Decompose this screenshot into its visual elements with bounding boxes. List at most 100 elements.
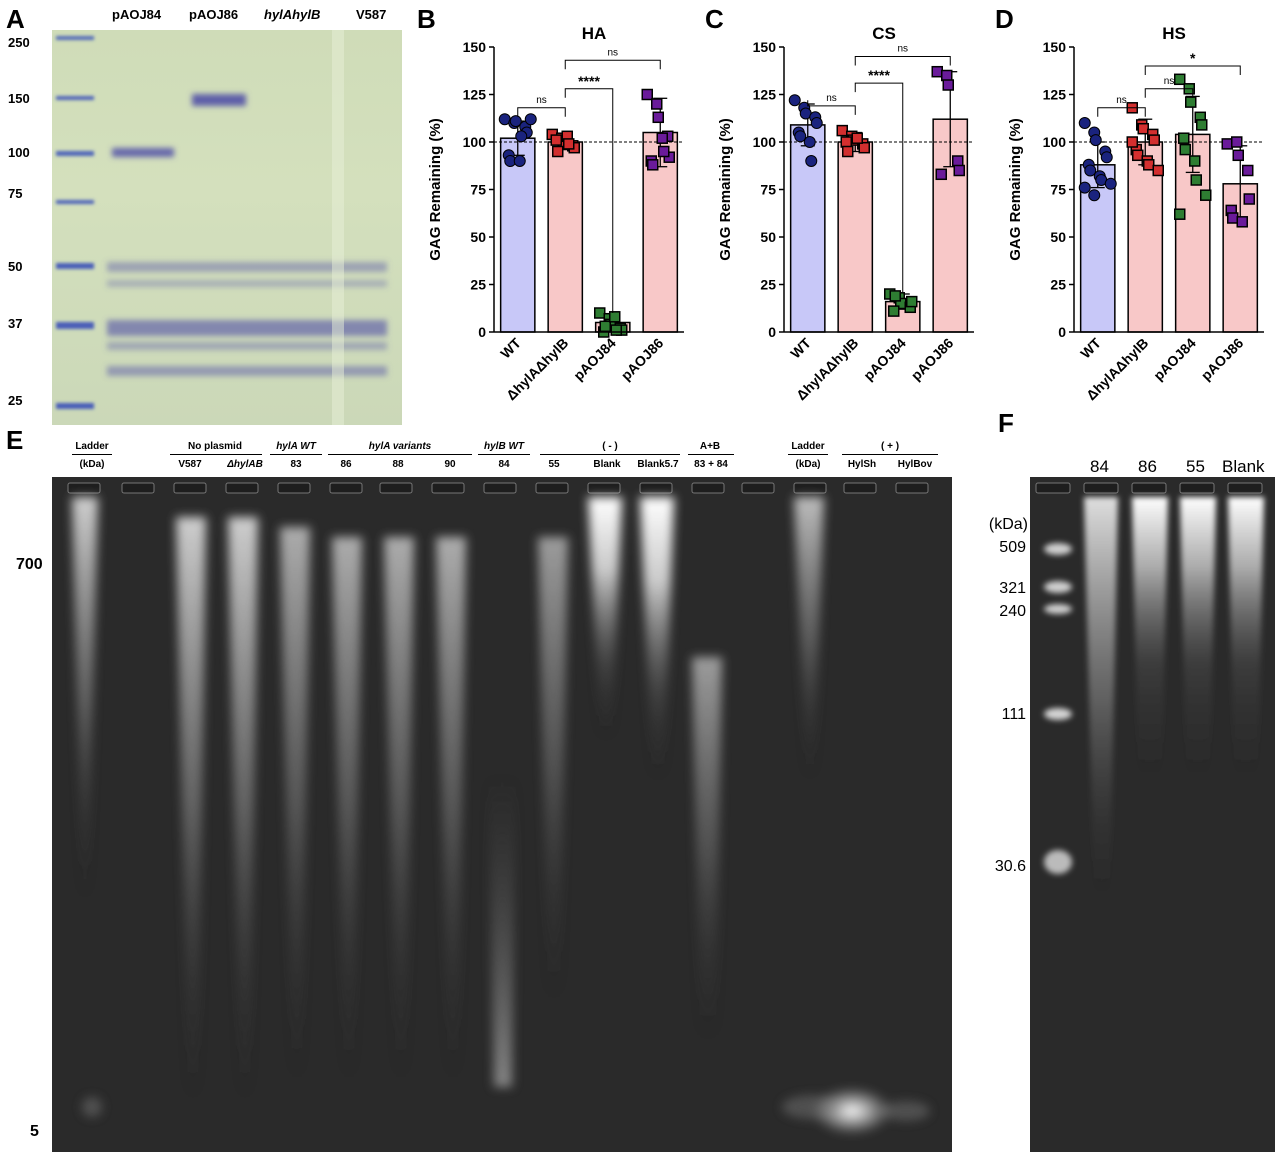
data-point xyxy=(810,117,823,129)
significance-bracket xyxy=(1097,107,1146,117)
data-point xyxy=(641,88,653,101)
gel-e-group-underline xyxy=(688,454,734,455)
significance-bracket xyxy=(1144,65,1241,75)
data-point xyxy=(656,132,668,144)
data-point xyxy=(888,305,900,317)
gel-a-mw-tick: 25 xyxy=(8,393,23,408)
data-point xyxy=(931,65,943,78)
y-axis-label: GAG Remaining (%) xyxy=(1007,118,1024,261)
data-point xyxy=(1100,151,1113,164)
gel-e-group-underline xyxy=(478,454,530,455)
data-point xyxy=(953,164,965,177)
gel-e-group-underline xyxy=(328,454,472,455)
y-axis-label: GAG Remaining (%) xyxy=(717,118,734,261)
data-point xyxy=(842,145,854,158)
data-point xyxy=(1221,138,1233,150)
gel-e-lane-label: HylBov xyxy=(897,459,933,470)
data-point xyxy=(1242,164,1254,177)
x-tick-label: pAOJ84 xyxy=(1150,335,1199,384)
significance-bracket xyxy=(807,100,856,115)
data-point xyxy=(788,94,801,107)
y-tick-label: 75 xyxy=(760,182,776,198)
data-point xyxy=(1236,216,1248,228)
gel-f-marker: 30.6 xyxy=(994,858,1026,875)
data-point xyxy=(1126,136,1138,148)
data-point xyxy=(609,311,621,323)
data-point xyxy=(1078,117,1091,129)
gel-e-group-underline xyxy=(270,454,322,455)
data-point xyxy=(515,130,528,143)
y-tick-label: 150 xyxy=(753,39,777,55)
gel-e-group-label: hylA WT xyxy=(276,441,316,452)
gel-e-lane-label: V587 xyxy=(178,459,202,470)
data-point xyxy=(524,113,537,126)
y-tick-label: 125 xyxy=(753,87,777,103)
data-point xyxy=(610,324,622,336)
significance-bracket xyxy=(854,56,951,66)
y-tick-label: 25 xyxy=(1050,277,1066,293)
data-point xyxy=(1189,155,1201,167)
sds-page-gel-bands xyxy=(56,30,387,425)
x-tick-label: pAOJ86 xyxy=(908,335,957,384)
y-tick-label: 50 xyxy=(760,229,776,245)
panel-letter-f: F xyxy=(998,408,1014,438)
significance-label: ns xyxy=(897,44,908,55)
x-tick-label: pAOJ86 xyxy=(618,335,667,384)
data-point xyxy=(851,132,863,144)
data-point xyxy=(1178,132,1190,144)
data-point xyxy=(1190,174,1202,186)
y-tick-label: 25 xyxy=(760,277,776,293)
gel-e-marker: 700 xyxy=(16,556,43,573)
gel-a-lane-label: pAOJ84 xyxy=(112,7,162,22)
significance-label: ns xyxy=(1164,76,1175,87)
agarose-gel-e-smears xyxy=(67,482,930,1135)
y-tick-label: 125 xyxy=(463,87,487,103)
gel-a-mw-tick: 50 xyxy=(8,259,23,274)
gel-a-mw-tick: 150 xyxy=(8,91,30,106)
y-tick-label: 100 xyxy=(753,134,777,150)
gel-e-lane-label: HylSh xyxy=(847,459,877,470)
gel-e-lane-label: 88 xyxy=(392,459,404,470)
data-point xyxy=(935,168,947,181)
data-point xyxy=(942,79,954,91)
y-tick-label: 50 xyxy=(470,229,486,245)
panel-letter-c: C xyxy=(705,4,724,34)
gel-e-group-underline xyxy=(842,454,938,455)
gel-f-lane-label: 55 xyxy=(1186,457,1205,476)
significance-label: ns xyxy=(607,47,618,58)
data-point xyxy=(509,115,522,128)
significance-bracket xyxy=(1144,88,1194,98)
panel-letter-a: A xyxy=(6,4,25,34)
gel-e-group-label: No plasmid xyxy=(188,441,242,452)
bar xyxy=(547,141,584,333)
y-tick-label: 150 xyxy=(1043,39,1067,55)
data-point xyxy=(1089,134,1102,147)
gel-e-group-label: A+B xyxy=(699,441,721,452)
data-point xyxy=(858,141,870,154)
gel-a-lane-label: pAOJ86 xyxy=(189,7,239,22)
y-tick-label: 50 xyxy=(1050,229,1066,245)
data-point xyxy=(1196,119,1208,131)
gel-e-lane-label: 83 + 84 xyxy=(694,459,728,470)
y-tick-label: 100 xyxy=(1043,134,1067,150)
data-point xyxy=(1227,212,1239,224)
gel-e-lane-label: 83 xyxy=(290,459,302,470)
x-tick-label: WT xyxy=(1077,334,1104,361)
significance-bracket xyxy=(564,88,614,313)
gel-e-group-label: hylA variants xyxy=(368,441,432,452)
data-point xyxy=(840,136,852,148)
gel-f-marker: 111 xyxy=(1001,706,1026,723)
x-tick-label: pAOJ84 xyxy=(860,335,909,384)
x-tick-label: pAOJ86 xyxy=(1198,335,1247,384)
agarose-gel-f xyxy=(1030,477,1275,1152)
data-point xyxy=(805,155,818,167)
gel-a-lane-label: hylAhylB xyxy=(264,7,321,22)
data-point xyxy=(594,307,606,319)
gel-a-mw-tick: 75 xyxy=(8,186,23,201)
x-tick-label: WT xyxy=(787,334,814,361)
gel-e-group-label: Ladder xyxy=(75,441,109,452)
gel-f-marker: 509 xyxy=(999,539,1026,556)
